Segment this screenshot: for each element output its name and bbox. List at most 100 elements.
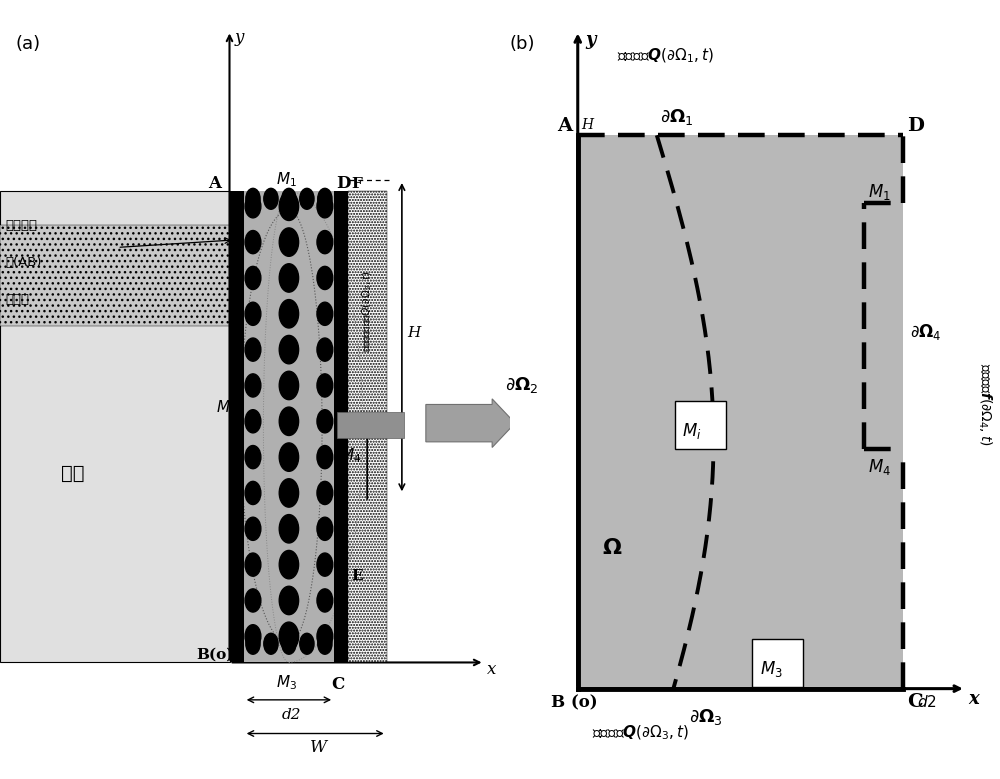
Text: 保护渣: 保护渣: [5, 294, 29, 306]
Text: C: C: [908, 693, 923, 711]
Text: $\mathbf{\Omega}$: $\mathbf{\Omega}$: [602, 538, 622, 558]
Circle shape: [246, 189, 260, 210]
Circle shape: [317, 195, 333, 218]
Text: $M_3$: $M_3$: [760, 659, 782, 679]
Circle shape: [279, 407, 299, 435]
Circle shape: [246, 633, 260, 654]
Text: $M_i$: $M_i$: [216, 398, 234, 417]
Circle shape: [317, 266, 333, 290]
Bar: [244, 192, 334, 662]
Circle shape: [245, 410, 261, 433]
Circle shape: [279, 443, 299, 471]
Bar: [348, 192, 387, 662]
Text: H: H: [582, 118, 594, 132]
Circle shape: [245, 481, 261, 505]
Circle shape: [317, 302, 333, 326]
Bar: [230, 192, 244, 662]
Text: 钓液: 钓液: [61, 464, 85, 483]
Circle shape: [318, 633, 332, 654]
Circle shape: [279, 479, 299, 507]
Circle shape: [245, 302, 261, 326]
Text: D: D: [908, 118, 925, 136]
Circle shape: [279, 372, 299, 400]
Text: $M_3$: $M_3$: [276, 673, 297, 692]
Bar: [337, 412, 404, 438]
Circle shape: [282, 633, 296, 654]
Text: 热流密度$\boldsymbol{Q}(\partial\Omega_1,t)$: 热流密度$\boldsymbol{Q}(\partial\Omega_1,t)$: [617, 47, 714, 65]
Circle shape: [245, 446, 261, 469]
Text: $\partial\mathbf{\Omega}_4$: $\partial\mathbf{\Omega}_4$: [910, 323, 942, 342]
Bar: [0, 225, 230, 326]
Circle shape: [317, 553, 333, 576]
Text: F: F: [351, 177, 362, 191]
Circle shape: [317, 589, 333, 612]
Text: y: y: [585, 31, 596, 50]
Text: x: x: [487, 661, 496, 678]
Circle shape: [245, 266, 261, 290]
Text: $M_1$: $M_1$: [868, 182, 890, 202]
Circle shape: [245, 338, 261, 361]
Text: $\partial\mathbf{\Omega}_2$: $\partial\mathbf{\Omega}_2$: [505, 375, 539, 394]
Circle shape: [245, 374, 261, 397]
Text: y: y: [235, 29, 244, 46]
Circle shape: [245, 553, 261, 576]
Text: B (o): B (o): [551, 694, 598, 711]
Text: $M_i$: $M_i$: [682, 421, 702, 441]
Circle shape: [317, 625, 333, 648]
Text: $\partial\mathbf{\Omega}_1$: $\partial\mathbf{\Omega}_1$: [660, 107, 694, 127]
Circle shape: [245, 231, 261, 254]
Circle shape: [300, 189, 314, 210]
FancyBboxPatch shape: [752, 639, 803, 687]
Text: E: E: [351, 569, 363, 583]
Text: $\partial\mathbf{\Omega}_3$: $\partial\mathbf{\Omega}_3$: [689, 707, 723, 728]
Text: B(o): B(o): [196, 647, 234, 661]
Text: D: D: [337, 174, 351, 192]
Circle shape: [317, 446, 333, 469]
Circle shape: [279, 515, 299, 543]
Text: $M_4$: $M_4$: [868, 456, 891, 477]
Circle shape: [245, 195, 261, 218]
Circle shape: [279, 587, 299, 615]
Circle shape: [317, 231, 333, 254]
Text: 热流密度$\boldsymbol{Q}(\partial\Omega_3,t)$: 热流密度$\boldsymbol{Q}(\partial\Omega_3,t)$: [592, 724, 689, 742]
Circle shape: [282, 189, 296, 210]
Circle shape: [279, 228, 299, 256]
Circle shape: [317, 374, 333, 397]
Text: $d2$: $d2$: [917, 694, 937, 710]
FancyArrow shape: [426, 399, 515, 447]
Circle shape: [300, 633, 314, 654]
Circle shape: [279, 264, 299, 292]
Text: 温度边界$\boldsymbol{f}(\partial\Omega_4,t)$: 温度边界$\boldsymbol{f}(\partial\Omega_4,t)$: [976, 363, 994, 446]
Text: H: H: [407, 326, 420, 340]
Circle shape: [279, 192, 299, 220]
Text: $M_1$: $M_1$: [276, 170, 297, 189]
Circle shape: [318, 189, 332, 210]
Text: 结晶器热: 结晶器热: [5, 219, 37, 231]
Circle shape: [279, 300, 299, 328]
Text: 冷却水热流密度$Q(\partial\Omega_2,t)$: 冷却水热流密度$Q(\partial\Omega_2,t)$: [360, 270, 374, 352]
FancyBboxPatch shape: [675, 400, 726, 449]
Text: (a): (a): [15, 35, 40, 53]
Text: x: x: [968, 689, 979, 707]
Bar: [334, 192, 348, 662]
Text: 面(AB): 面(AB): [5, 256, 42, 269]
Text: W: W: [310, 739, 327, 756]
Circle shape: [264, 633, 278, 654]
Circle shape: [317, 481, 333, 505]
Circle shape: [245, 625, 261, 648]
Circle shape: [264, 189, 278, 210]
Circle shape: [317, 517, 333, 541]
Circle shape: [317, 410, 333, 433]
Text: A: A: [557, 118, 573, 136]
Circle shape: [317, 338, 333, 361]
Text: C: C: [332, 675, 345, 693]
Circle shape: [245, 517, 261, 541]
Circle shape: [279, 336, 299, 364]
Text: (b): (b): [510, 35, 535, 53]
Bar: [578, 136, 903, 689]
Text: A: A: [208, 174, 221, 192]
Text: $M_4$: $M_4$: [340, 446, 361, 465]
Circle shape: [279, 622, 299, 650]
Circle shape: [279, 551, 299, 579]
Circle shape: [245, 589, 261, 612]
